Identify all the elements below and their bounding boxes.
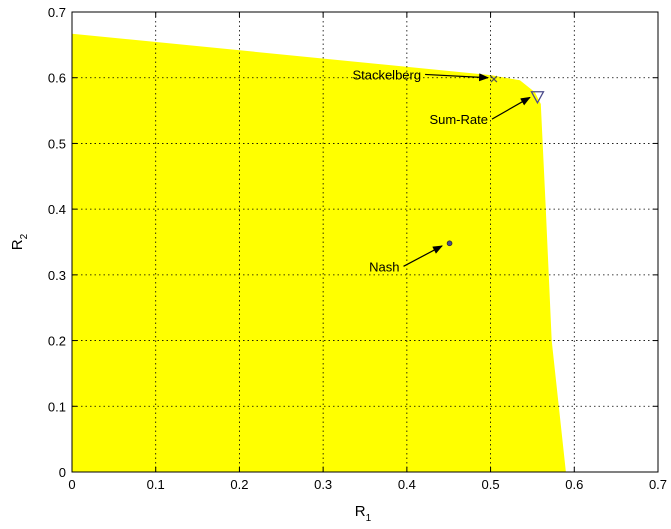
y-tick-label: 0: [59, 465, 66, 480]
sum-rate-annotation-arrow: [491, 96, 531, 120]
y-tick-label: 0.1: [48, 399, 66, 414]
x-tick-label: 0.5: [482, 477, 500, 492]
y-tick-label: 0.4: [48, 202, 66, 217]
stackelberg-annotation-label: Stackelberg: [352, 67, 421, 82]
nash-annotation-arrow: [403, 245, 443, 267]
nash-point: [446, 240, 453, 247]
y-tick-label: 0.6: [48, 71, 66, 86]
nash-annotation-label: Nash: [369, 259, 399, 274]
tick-layer: 0 0.1 0.2 0.3 0.4 0.5 0.6 0.7 0 0.1 0.2 0.3 0.4 0.5 0.…: [48, 5, 667, 492]
annotation-layer: Stackelberg Sum-Rate Nash: [352, 67, 531, 274]
x-tick-label: 0: [68, 477, 75, 492]
stackelberg-point: [490, 75, 498, 83]
stackelberg-annotation-arrow: [425, 73, 490, 82]
y-tick-label: 0.5: [48, 136, 66, 151]
x-tick-label: 0.6: [565, 477, 583, 492]
point-layer: [446, 75, 545, 247]
x-axis-label-subscript: 1: [366, 513, 372, 524]
sum-rate-annotation-label: Sum-Rate: [429, 112, 488, 127]
grid-layer: [72, 12, 658, 472]
y-axis-label-subscript: 2: [19, 233, 30, 239]
y-tick-label: 0.7: [48, 5, 66, 20]
x-tick-label: 0.4: [398, 477, 416, 492]
x-tick-label: 0.7: [649, 477, 667, 492]
x-tick-label: 0.3: [314, 477, 332, 492]
axes-box: [71, 11, 659, 473]
x-axis-label: R1: [355, 503, 372, 524]
x-axis-label-main: R: [355, 503, 366, 520]
y-axis-label-main: R: [9, 239, 26, 250]
y-tick-label: 0.3: [48, 268, 66, 283]
x-tick-label: 0.2: [230, 477, 248, 492]
x-tick-label: 0.1: [147, 477, 165, 492]
y-axis-label: R2: [9, 233, 30, 250]
y-tick-label: 0.2: [48, 334, 66, 349]
sum-rate-point: [530, 91, 545, 105]
